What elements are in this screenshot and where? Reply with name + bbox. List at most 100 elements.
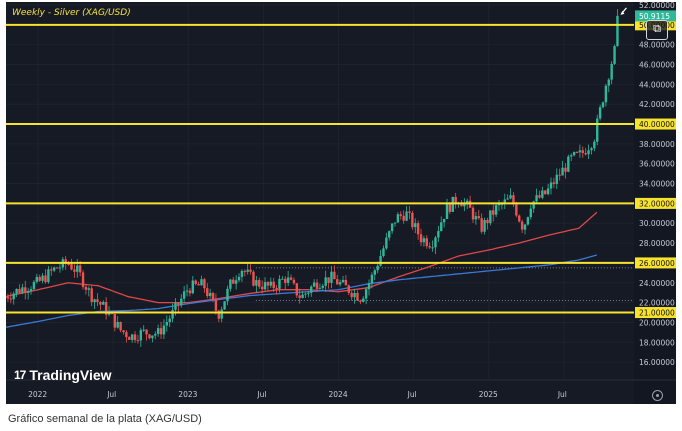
candle-body: [211, 293, 215, 300]
tradingview-logo-mark: 17: [14, 368, 26, 382]
x-tick-label: Jul: [407, 390, 417, 399]
candle-body: [494, 205, 498, 215]
tradingview-wordmark: TradingView: [29, 367, 112, 383]
candle-body: [200, 279, 203, 286]
candle-body: [526, 217, 530, 225]
candle-body: [402, 215, 405, 221]
candle-body: [15, 288, 18, 294]
candle-body: [76, 265, 79, 272]
candle-body: [145, 329, 148, 335]
candle-body: [414, 223, 417, 228]
candle-body: [266, 282, 270, 286]
candle-body: [555, 174, 558, 184]
candle-body: [601, 102, 605, 108]
candle-body: [165, 322, 169, 326]
candle-body: [206, 288, 209, 296]
candle-body: [598, 107, 602, 119]
x-tick-label: Jul: [256, 390, 266, 399]
candle-body: [425, 238, 428, 247]
candle-body: [405, 211, 408, 221]
candle-body: [442, 218, 446, 223]
candle-body: [327, 277, 330, 283]
y-tick-label: 46.00000: [639, 61, 675, 70]
candle-body: [515, 204, 518, 216]
candle-body: [90, 288, 93, 303]
candle-body: [321, 285, 325, 288]
candle-body: [44, 275, 47, 283]
candle-body: [497, 203, 501, 206]
y-tick-label: 30.00000: [639, 219, 675, 228]
candle-body: [341, 279, 345, 283]
candle-body: [347, 285, 351, 293]
candle-body: [162, 325, 166, 335]
candle-body: [419, 234, 423, 243]
candle-body: [275, 288, 278, 290]
candle-body: [243, 270, 247, 272]
candle-body: [159, 328, 163, 335]
candle-body: [119, 321, 122, 331]
candle-body: [324, 277, 327, 286]
candle-body: [234, 280, 238, 284]
candle-body: [373, 270, 377, 275]
candle-body: [116, 321, 119, 328]
candle-body: [246, 269, 249, 272]
y-tick-label: 24.00000: [639, 279, 675, 288]
candle-body: [237, 276, 241, 281]
moving-average-line: [6, 211, 598, 304]
candle-body: [292, 279, 296, 284]
candle-body: [312, 282, 316, 287]
x-tick-label: Jul: [106, 390, 116, 399]
candle-body: [437, 230, 440, 238]
candle-body: [252, 271, 255, 286]
candle-body: [330, 271, 333, 283]
chart-area[interactable]: 16.00000 18.00000 20.00000 22.00000 24.00000…: [6, 2, 676, 404]
candle-body: [81, 272, 85, 287]
candle-body: [307, 292, 310, 294]
candle-body: [408, 211, 411, 213]
candle-body: [546, 188, 550, 195]
candle-body: [301, 294, 304, 298]
x-tick-label: 2023: [178, 390, 197, 399]
candle-body: [581, 150, 584, 154]
candle-body: [194, 280, 197, 284]
candle-body: [552, 182, 556, 184]
price-chart[interactable]: 16.00000 18.00000 20.00000 22.00000 24.00000…: [6, 2, 676, 404]
candle-body: [382, 248, 385, 256]
candle-body: [454, 196, 457, 205]
candle-body: [87, 288, 91, 290]
candle-body: [359, 300, 362, 302]
candle-body: [390, 223, 394, 232]
candle-body: [575, 152, 579, 154]
candle-body: [96, 299, 99, 302]
y-tick-label: 16.00000: [639, 358, 675, 367]
candle-body: [572, 152, 576, 156]
candle-body: [278, 278, 281, 289]
candle-body: [168, 318, 171, 323]
y-tick-label: 48.00000: [639, 41, 675, 50]
candle-body: [529, 208, 532, 218]
candle-body: [503, 199, 506, 204]
candle-body: [55, 267, 59, 269]
y-tick-label: 52.00000: [639, 2, 675, 10]
candle-body: [284, 278, 287, 283]
candle-body: [544, 190, 547, 195]
candle-body: [541, 190, 544, 198]
candle-body: [12, 293, 15, 300]
x-tick-label: 2025: [479, 390, 498, 399]
level-tag: [635, 257, 676, 269]
candle-body: [610, 63, 613, 80]
candle-body: [310, 286, 313, 293]
level-label: 21.00000: [639, 309, 675, 318]
level-tag: [635, 197, 676, 209]
camera-icon[interactable]: ⧉: [646, 20, 668, 40]
level-label: 32.00000: [639, 199, 675, 208]
candle-body: [333, 271, 336, 280]
candle-body: [489, 210, 492, 224]
candle-body: [73, 269, 76, 272]
candle-body: [171, 309, 174, 319]
settings-icon[interactable]: [652, 390, 663, 401]
candle-body: [466, 200, 469, 203]
candle-body: [480, 218, 483, 232]
candle-body: [295, 283, 299, 296]
candle-body: [47, 269, 50, 283]
